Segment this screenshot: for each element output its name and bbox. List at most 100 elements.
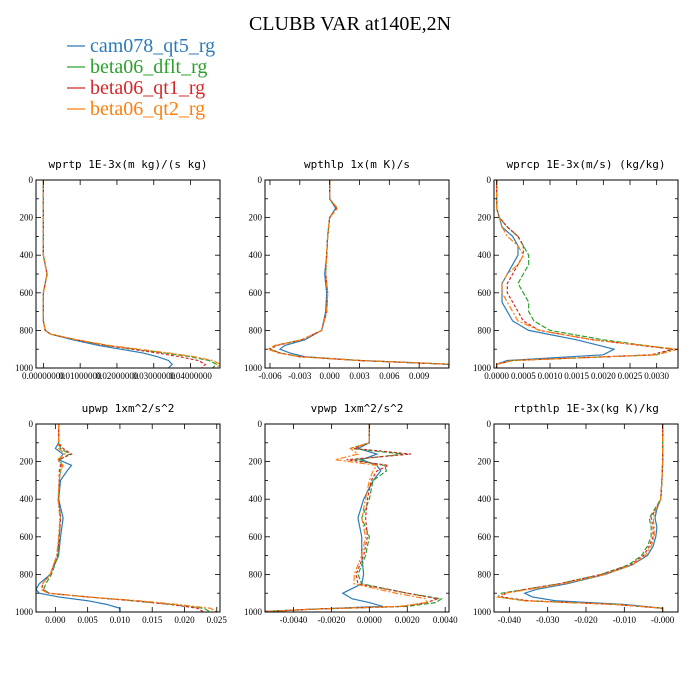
legend-label: beta06_qt2_rg (90, 98, 205, 120)
x-tick-label: 0.03000000 (132, 371, 175, 381)
y-tick-label: 600 (249, 288, 263, 298)
y-tick-label: 800 (20, 569, 34, 579)
plot-frame (35, 179, 221, 369)
y-tick-label: 400 (249, 494, 263, 504)
y-tick-label: 600 (478, 532, 492, 542)
panel: upwp 1xm^2/s^2 0 200 400 600 800 1000 0.000 0.00… (15, 402, 227, 625)
series-line (265, 424, 444, 612)
panel: wprcp 1E-3x(m/s) (kg/kg) 0 200 400 600 800 100… (473, 158, 679, 381)
y-tick-label: 800 (249, 569, 263, 579)
y-tick-label: 1000 (15, 607, 34, 617)
x-tick-label: 0.000 (45, 615, 66, 625)
y-tick-label: 800 (478, 325, 492, 335)
x-tick-label: 0.0030 (644, 371, 669, 381)
series-line (278, 180, 449, 368)
series-line (500, 424, 664, 612)
y-tick-label: 0 (487, 419, 492, 429)
x-tick-label: 0.0020 (395, 615, 420, 625)
series-line (265, 424, 383, 612)
x-tick-label: 0.00000000 (22, 371, 65, 381)
series-line (42, 180, 173, 368)
y-tick-label: 600 (478, 288, 492, 298)
panel: wprtp 1E-3x(m kg)/(s kg) 0 200 400 600 800 100… (15, 158, 221, 381)
x-tick-label: -0.020 (574, 615, 598, 625)
x-tick-label: -0.006 (258, 371, 282, 381)
figure-title: CLUBB VAR at140E,2N (249, 13, 451, 35)
legend-label: beta06_dflt_rg (90, 56, 207, 78)
x-tick-label: 0.0025 (618, 371, 643, 381)
panel: wpthlp 1x(m K)/s 0 200 400 600 800 1000-0.006-… (244, 158, 450, 381)
y-tick-label: 1000 (244, 363, 263, 373)
series-line (42, 180, 220, 368)
y-tick-label: 800 (249, 325, 263, 335)
y-tick-label: 600 (20, 288, 34, 298)
y-tick-label: 400 (478, 250, 492, 260)
x-tick-label: 0.0040 (433, 615, 458, 625)
x-tick-label: -0.003 (288, 371, 312, 381)
x-tick-label: 0.000 (320, 371, 341, 381)
y-tick-label: 1000 (244, 607, 263, 617)
x-tick-label: -0.040 (498, 615, 522, 625)
series-line (523, 424, 664, 612)
series-line (268, 180, 449, 368)
plot-frame (493, 179, 679, 369)
x-tick-label: 0.003 (349, 371, 370, 381)
y-tick-label: 0 (487, 175, 492, 185)
x-tick-label: 0.02000000 (96, 371, 139, 381)
y-tick-label: 1000 (473, 607, 492, 617)
series-line (265, 424, 427, 612)
y-tick-label: 0 (29, 419, 34, 429)
x-tick-label: 0.015 (142, 615, 163, 625)
x-tick-label: -0.030 (536, 615, 560, 625)
y-tick-label: 400 (20, 250, 34, 260)
y-tick-label: 1000 (473, 363, 492, 373)
x-tick-label: -0.010 (613, 615, 637, 625)
y-tick-label: 400 (478, 494, 492, 504)
x-tick-label: -0.0040 (280, 615, 308, 625)
series-line (496, 424, 664, 612)
panels: wprtp 1E-3x(m kg)/(s kg) 0 200 400 600 800 100… (15, 158, 679, 625)
y-tick-label: 200 (249, 457, 263, 467)
y-tick-label: 600 (249, 532, 263, 542)
panel-title: rtpthlp 1E-3x(kg K)/kg (513, 402, 659, 415)
legend-label: beta06_qt1_rg (90, 77, 205, 99)
panel-title: wprcp 1E-3x(m/s) (kg/kg) (507, 158, 666, 171)
x-tick-label: 0.0010 (538, 371, 563, 381)
y-tick-label: 0 (29, 175, 34, 185)
x-tick-label: -0.000 (651, 615, 675, 625)
x-tick-label: 0.0005 (511, 371, 536, 381)
series-line (496, 180, 678, 368)
plot-frame (264, 423, 450, 613)
x-tick-label: 0.010 (110, 615, 131, 625)
y-tick-label: 200 (478, 457, 492, 467)
y-tick-label: 200 (478, 213, 492, 223)
x-tick-label: 0.0015 (564, 371, 589, 381)
series-line (496, 180, 673, 368)
y-tick-label: 200 (20, 457, 34, 467)
series-line (496, 180, 673, 368)
x-tick-label: 0.005 (78, 615, 99, 625)
x-tick-label: 0.01000000 (59, 371, 102, 381)
x-tick-label: 0.006 (379, 371, 400, 381)
y-tick-label: 400 (249, 250, 263, 260)
y-tick-label: 800 (478, 569, 492, 579)
series-line (266, 180, 449, 368)
series-line (42, 180, 207, 368)
series-line (495, 424, 664, 612)
x-tick-label: 0.0000 (357, 615, 382, 625)
plot-frame (264, 179, 450, 369)
series-line (268, 180, 449, 368)
panel-title: upwp 1xm^2/s^2 (82, 402, 175, 415)
series-line (40, 424, 218, 612)
panel: rtpthlp 1E-3x(kg K)/kg02004006008001000-… (473, 402, 679, 625)
panel-title: vpwp 1xm^2/s^2 (311, 402, 404, 415)
y-tick-label: 0 (258, 175, 263, 185)
legend: cam078_qt5_rgbeta06_dflt_rgbeta06_qt1_rg… (67, 35, 215, 120)
series-line (42, 180, 218, 368)
y-tick-label: 200 (20, 213, 34, 223)
legend-label: cam078_qt5_rg (90, 35, 215, 57)
y-tick-label: 800 (20, 325, 34, 335)
series-line (265, 424, 438, 612)
x-tick-label: 0.025 (207, 615, 228, 625)
